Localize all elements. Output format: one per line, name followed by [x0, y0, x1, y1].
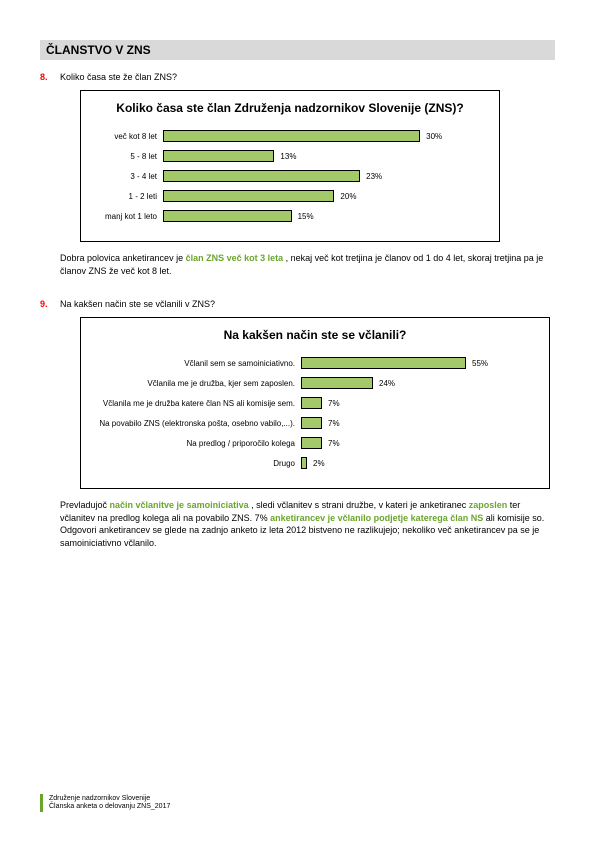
- text: Prevladujoč: [60, 500, 110, 510]
- chart-row: Včlanila me je družba, kjer sem zaposlen…: [91, 376, 539, 390]
- chart-row-label: 5 - 8 let: [91, 152, 163, 161]
- chart-value: 2%: [307, 459, 325, 468]
- chart-body: Včlanil sem se samoiniciativno.55%Včlani…: [91, 356, 539, 470]
- page-footer: Združenje nadzornikov Slovenije Članska …: [40, 794, 170, 812]
- chart-row-label: Na povabilo ZNS (elektronska pošta, oseb…: [91, 419, 301, 428]
- chart-row-label: Včlanila me je družba, kjer sem zaposlen…: [91, 379, 301, 388]
- chart-row-label: Drugo: [91, 459, 301, 468]
- chart-bar: [301, 397, 322, 409]
- chart-row-label: Včlanila me je družba katere član NS ali…: [91, 399, 301, 408]
- chart-membership-duration: Koliko časa ste član Združenja nadzornik…: [80, 90, 500, 242]
- chart-row-label: Včlanil sem se samoiniciativno.: [91, 359, 301, 368]
- chart-bar: [301, 437, 322, 449]
- chart-row: več kot 8 let 30%: [91, 129, 489, 143]
- chart-row: manj kot 1 leto 15%: [91, 209, 489, 223]
- footer-accent-bar: [40, 794, 43, 812]
- question-text: Na kakšen način ste se včlanili v ZNS?: [60, 299, 555, 309]
- chart-title: Koliko časa ste član Združenja nadzornik…: [91, 101, 489, 115]
- chart-row: Na povabilo ZNS (elektronska pošta, oseb…: [91, 416, 539, 430]
- chart-row-label: 1 - 2 leti: [91, 192, 163, 201]
- chart-row-label: več kot 8 let: [91, 132, 163, 141]
- chart-row: Drugo 2%: [91, 456, 539, 470]
- chart-bar: [301, 417, 322, 429]
- chart-bar: [163, 190, 334, 202]
- chart-value: 7%: [322, 439, 340, 448]
- chart-title: Na kakšen način ste se včlanili?: [91, 328, 539, 342]
- chart-value: 23%: [360, 172, 382, 181]
- chart-enrollment-method: Na kakšen način ste se včlanili? Včlanil…: [80, 317, 550, 489]
- chart-bar-track: 7%: [301, 437, 539, 449]
- chart-bar-track: 30%: [163, 130, 489, 142]
- footer-text: Združenje nadzornikov Slovenije Članska …: [49, 795, 170, 812]
- paragraph-2: Prevladujoč način včlanitve je samoinici…: [60, 499, 555, 549]
- chart-row-label: manj kot 1 leto: [91, 212, 163, 221]
- chart-bar-track: 24%: [301, 377, 539, 389]
- chart-bar: [163, 150, 274, 162]
- question-9: 9. Na kakšen način ste se včlanili v ZNS…: [40, 299, 555, 309]
- chart-bar: [163, 210, 292, 222]
- chart-row-label: 3 - 4 let: [91, 172, 163, 181]
- chart-value: 20%: [334, 192, 356, 201]
- chart-bar: [301, 377, 373, 389]
- chart-value: 13%: [274, 152, 296, 161]
- chart-value: 7%: [322, 399, 340, 408]
- chart-bar: [163, 130, 420, 142]
- chart-value: 24%: [373, 379, 395, 388]
- chart-value: 30%: [420, 132, 442, 141]
- chart-bar: [301, 357, 466, 369]
- chart-bar-track: 7%: [301, 397, 539, 409]
- chart-row: 1 - 2 leti 20%: [91, 189, 489, 203]
- text: Dobra polovica anketirancev je: [60, 253, 186, 263]
- chart-bar-track: 2%: [301, 457, 539, 469]
- section-header: ČLANSTVO V ZNS: [40, 40, 555, 60]
- chart-row: Včlanila me je družba katere član NS ali…: [91, 396, 539, 410]
- highlight: član ZNS več kot 3 leta: [186, 253, 284, 263]
- footer-line-1: Združenje nadzornikov Slovenije: [49, 795, 150, 802]
- highlight: način včlanitve je samoiniciativa: [110, 500, 249, 510]
- chart-bar-track: 20%: [163, 190, 489, 202]
- highlight: zaposlen: [469, 500, 508, 510]
- chart-value: 7%: [322, 419, 340, 428]
- chart-bar-track: 13%: [163, 150, 489, 162]
- chart-row: 5 - 8 let 13%: [91, 149, 489, 163]
- chart-value: 15%: [292, 212, 314, 221]
- footer-line-2: Članska anketa o delovanju ZNS_2017: [49, 803, 170, 810]
- chart-body: več kot 8 let 30% 5 - 8 let 13% 3 - 4 let 23%…: [91, 129, 489, 223]
- question-number: 9.: [40, 299, 60, 309]
- chart-bar-track: 55%: [301, 357, 539, 369]
- chart-bar: [163, 170, 360, 182]
- highlight: anketirancev je včlanilo podjetje katere…: [270, 513, 483, 523]
- paragraph-1: Dobra polovica anketirancev je član ZNS …: [60, 252, 555, 277]
- chart-row: 3 - 4 let 23%: [91, 169, 489, 183]
- chart-bar-track: 23%: [163, 170, 489, 182]
- chart-row: Na predlog / priporočilo kolega 7%: [91, 436, 539, 450]
- chart-row: Včlanil sem se samoiniciativno. 55%: [91, 356, 539, 370]
- text: , sledi včlanitev s strani družbe, v kat…: [251, 500, 469, 510]
- chart-bar-track: 15%: [163, 210, 489, 222]
- question-number: 8.: [40, 72, 60, 82]
- chart-bar-track: 7%: [301, 417, 539, 429]
- question-8: 8. Koliko časa ste že član ZNS?: [40, 72, 555, 82]
- question-text: Koliko časa ste že član ZNS?: [60, 72, 555, 82]
- chart-value: 55%: [466, 359, 488, 368]
- chart-row-label: Na predlog / priporočilo kolega: [91, 439, 301, 448]
